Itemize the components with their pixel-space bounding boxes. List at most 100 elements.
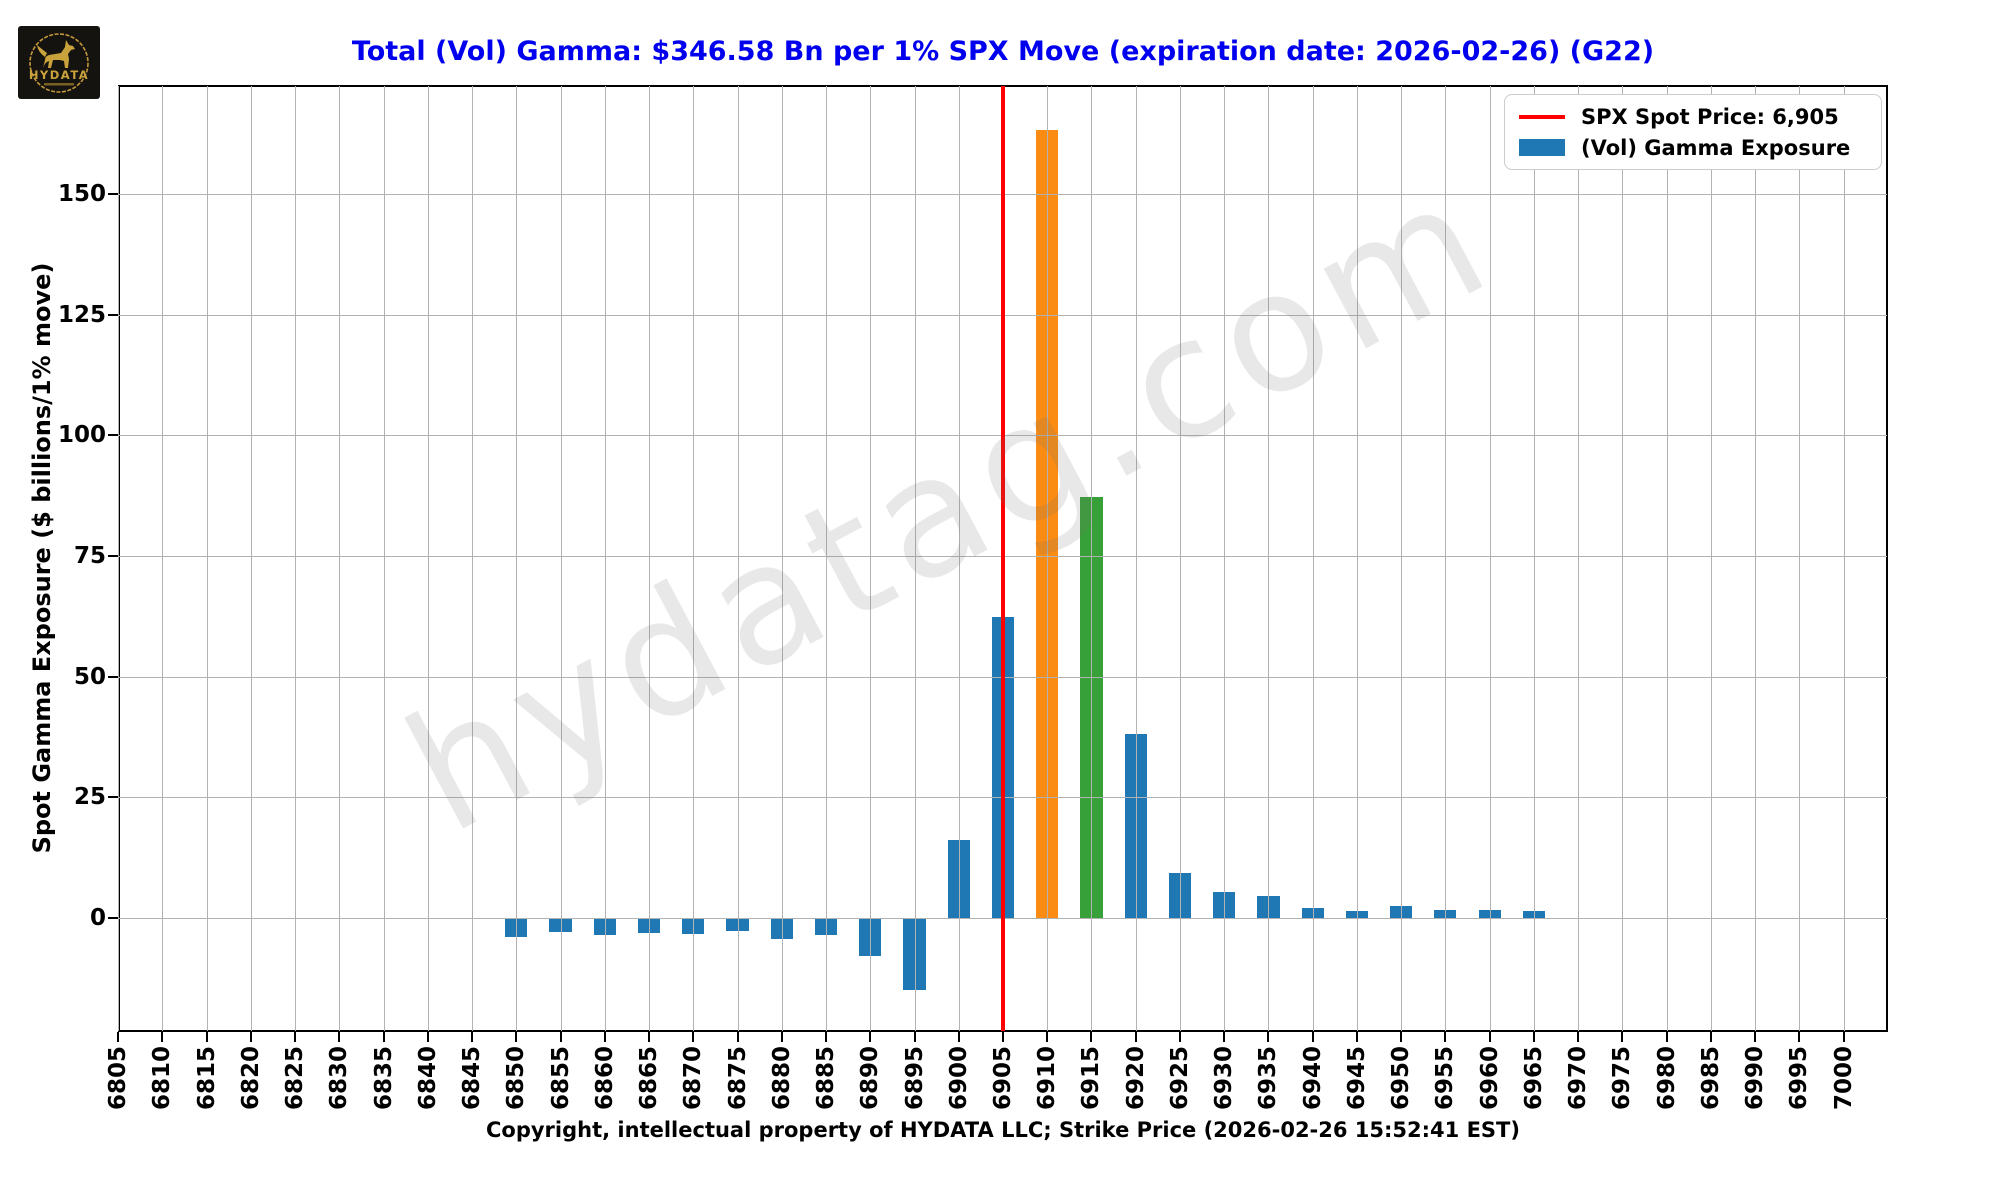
gridline-x-6815 (206, 86, 208, 1031)
x-tick-6930 (1223, 1032, 1226, 1042)
x-tick-label-6885: 6885 (813, 1045, 840, 1111)
bar-6885 (814, 918, 838, 935)
x-tick-label-6860: 6860 (591, 1045, 618, 1111)
gridline-x-6995 (1799, 86, 1801, 1031)
wolf-icon (43, 40, 75, 68)
gridline-x-6960 (1489, 86, 1491, 1031)
bar-6850 (505, 918, 528, 938)
y-tick-label-100: 100 (57, 422, 106, 449)
bar-6955 (1434, 910, 1457, 919)
x-tick-6910 (1046, 1032, 1049, 1042)
x-tick-6955 (1444, 1032, 1447, 1042)
gridline-x-6860 (604, 86, 606, 1031)
gridline-x-6955 (1445, 86, 1447, 1031)
gridline-x-6950 (1401, 86, 1403, 1031)
bar-6870 (682, 918, 705, 934)
hydata-logo: HYDATA (18, 26, 100, 99)
gridline-x-6940 (1312, 86, 1314, 1031)
x-tick-label-6980: 6980 (1653, 1045, 1680, 1111)
gridline-x-6975 (1622, 86, 1624, 1031)
gridline-x-6805 (118, 86, 120, 1031)
x-tick-label-6825: 6825 (282, 1045, 309, 1111)
gridline-x-6895 (914, 86, 916, 1031)
x-tick-label-6815: 6815 (193, 1045, 220, 1111)
x-tick-6850 (515, 1032, 518, 1042)
bar-6945 (1345, 910, 1368, 919)
x-tick-6965 (1532, 1032, 1535, 1042)
x-tick-6810 (161, 1032, 164, 1042)
bar-6895 (903, 918, 926, 990)
x-tick-label-6920: 6920 (1122, 1045, 1149, 1111)
x-tick-label-6985: 6985 (1697, 1045, 1724, 1111)
bar-6855 (549, 918, 572, 932)
y-tick-label-50: 50 (73, 663, 106, 690)
y-tick-25 (108, 796, 118, 799)
x-tick-label-6900: 6900 (945, 1045, 972, 1111)
x-tick-label-6905: 6905 (990, 1045, 1016, 1111)
gridline-x-6920 (1135, 86, 1137, 1031)
x-tick-label-6830: 6830 (326, 1045, 353, 1111)
x-tick-6905 (1002, 1032, 1004, 1042)
gridline-x-6915 (1091, 86, 1093, 1031)
x-tick-label-6895: 6895 (901, 1045, 928, 1111)
x-tick-label-6955: 6955 (1432, 1045, 1459, 1111)
bar-6930 (1213, 892, 1236, 919)
x-tick-label-6845: 6845 (459, 1045, 486, 1111)
gridline-x-6810 (162, 86, 164, 1031)
x-tick-label-6865: 6865 (636, 1045, 663, 1111)
x-tick-6875 (736, 1032, 739, 1042)
gridline-x-6830 (339, 86, 341, 1031)
x-tick-6935 (1267, 1032, 1270, 1042)
x-tick-label-6975: 6975 (1609, 1045, 1636, 1111)
legend: SPX Spot Price: 6,905 (Vol) Gamma Exposu… (1504, 94, 1882, 170)
x-tick-6860 (603, 1032, 606, 1042)
gridline-x-6880 (781, 86, 783, 1031)
x-tick-label-6880: 6880 (768, 1045, 795, 1111)
x-tick-6890 (869, 1032, 872, 1042)
x-tick-6975 (1621, 1032, 1624, 1042)
x-tick-label-7000: 7000 (1830, 1045, 1857, 1111)
x-tick-label-6850: 6850 (503, 1045, 530, 1111)
y-tick-125 (108, 313, 118, 316)
gridline-x-6835 (383, 86, 385, 1031)
gridline-x-6890 (870, 86, 872, 1031)
gridline-x-6930 (1224, 86, 1226, 1031)
x-tick-6805 (117, 1032, 120, 1042)
bar-6880 (770, 918, 793, 939)
y-tick-0 (108, 917, 118, 920)
x-tick-6940 (1311, 1032, 1314, 1042)
x-tick-label-6870: 6870 (680, 1045, 707, 1111)
gridline-x-6875 (737, 86, 739, 1031)
bar-6935 (1257, 895, 1280, 919)
x-tick-6885 (825, 1032, 828, 1042)
x-tick-6830 (338, 1032, 341, 1042)
gridline-x-6980 (1666, 86, 1668, 1031)
gridline-x-6820 (250, 86, 252, 1031)
x-tick-6900 (957, 1032, 960, 1042)
gridline-x-6855 (560, 86, 562, 1031)
legend-exposure-label: (Vol) Gamma Exposure (1581, 135, 1851, 160)
bar-6940 (1301, 907, 1324, 919)
chart-title: Total (Vol) Gamma: $346.58 Bn per 1% SPX… (351, 36, 1655, 67)
x-tick-6950 (1400, 1032, 1403, 1042)
gridline-x-6865 (649, 86, 651, 1031)
x-tick-6915 (1090, 1032, 1093, 1042)
x-tick-label-6990: 6990 (1742, 1045, 1769, 1111)
x-tick-label-6915: 6915 (1078, 1045, 1105, 1111)
hydata-logo-emblem: HYDATA (29, 33, 89, 93)
x-tick-6880 (780, 1032, 783, 1042)
x-tick-6945 (1355, 1032, 1358, 1042)
x-tick-label-6945: 6945 (1343, 1045, 1370, 1111)
legend-spot-row: SPX Spot Price: 6,905 (1505, 105, 1881, 129)
x-tick-label-6820: 6820 (237, 1045, 264, 1111)
x-tick-6990 (1754, 1032, 1757, 1042)
x-tick-label-6960: 6960 (1476, 1045, 1503, 1111)
x-tick-6855 (559, 1032, 562, 1042)
gridline-x-6925 (1179, 86, 1181, 1031)
x-tick-6845 (471, 1032, 474, 1042)
bar-6910 (1036, 129, 1059, 919)
x-tick-label-6930: 6930 (1211, 1045, 1238, 1111)
x-tick-label-6970: 6970 (1565, 1045, 1592, 1111)
gamma-bar-swatch-icon (1519, 139, 1565, 156)
x-tick-label-6935: 6935 (1255, 1045, 1282, 1111)
